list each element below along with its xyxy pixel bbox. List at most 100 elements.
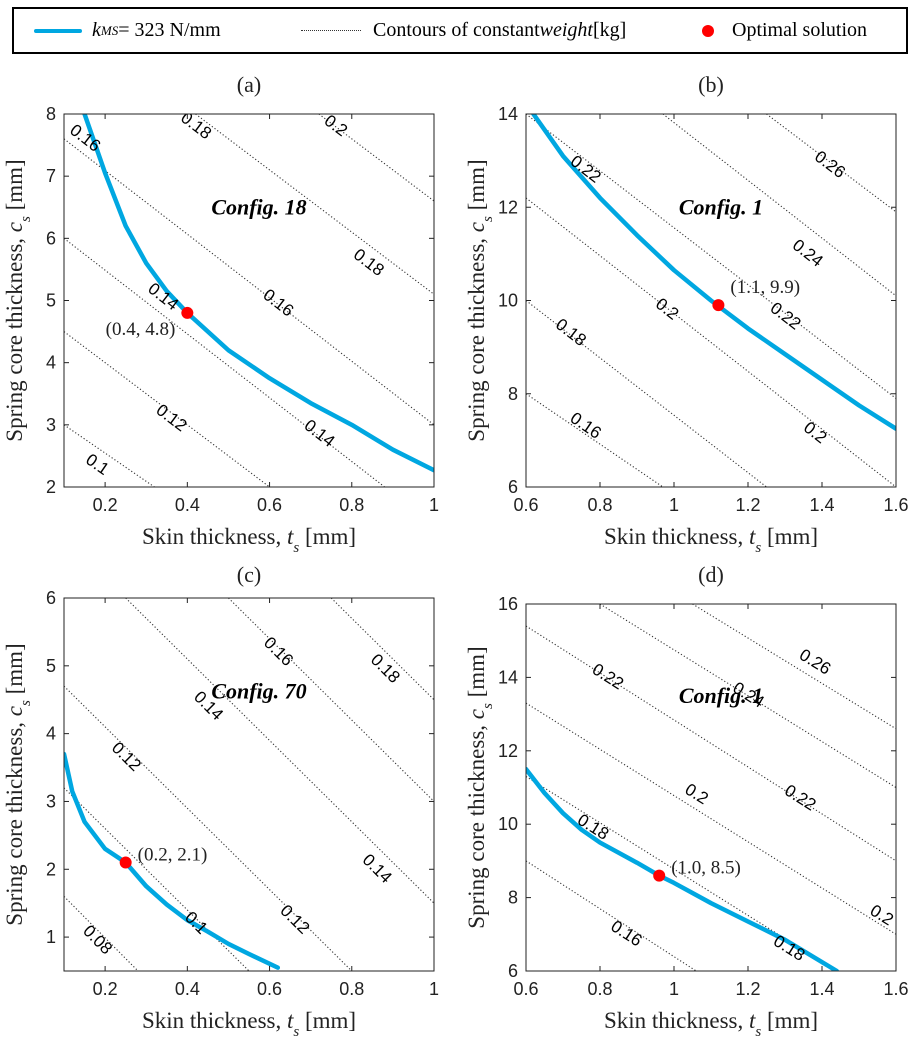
panel-a-title: (a) xyxy=(237,72,261,97)
panel-c-x-axis-label-unit: [mm] xyxy=(299,1008,356,1033)
panel-c-stiffness-curve xyxy=(64,751,281,970)
panel-d-x-tick-label: 1.6 xyxy=(883,979,908,999)
legend-k-subscript: MS xyxy=(100,22,119,38)
panel-b-optimal-point xyxy=(712,299,725,312)
panel-b-x-tick-label: 1.2 xyxy=(735,495,760,515)
panel-d-optimal-label: (1.0, 8.5) xyxy=(671,858,741,879)
panel-b-x-axis-label: Skin thickness, ts [mm] xyxy=(604,524,818,556)
panel-d-x-tick-label: 1.2 xyxy=(735,979,760,999)
panel-c-y-tick-label: 6 xyxy=(46,588,56,608)
panel-c-title: (c) xyxy=(237,562,261,587)
panel-c-x-tick-label: 0.6 xyxy=(257,979,282,999)
panel-b-x-tick-label: 0.6 xyxy=(513,495,538,515)
panel-b-y-axis-label-unit: [mm] xyxy=(464,159,489,216)
panel-c-x-axis-label-symbol: t xyxy=(287,1008,294,1033)
panel-a-y-tick-label: 7 xyxy=(46,166,56,186)
panel-d-x-axis-label-symbol: t xyxy=(749,1008,756,1033)
panel-a-y-axis-label-text: Spring core thickness, xyxy=(2,232,27,442)
panel-a-x-axis-label-symbol: t xyxy=(287,524,294,549)
panel-a-x-axis-label-text: Skin thickness, xyxy=(142,524,287,549)
panel-a-y-axis-label: Spring core thickness, cs [mm] xyxy=(2,159,34,441)
panel-d-x-axis-label: Skin thickness, ts [mm] xyxy=(604,1008,818,1040)
panel-a-y-tick-label: 6 xyxy=(46,228,56,248)
panel-b: (b)0.160.180.20.20.220.220.240.26Config.… xyxy=(464,72,909,556)
panel-d-x-axis-label-text: Skin thickness, xyxy=(604,1008,749,1033)
panel-c-y-axis-label-subscript: s xyxy=(18,700,34,706)
panel-c-y-axis-label-symbol: c xyxy=(2,706,27,716)
panel-a-contour-label: 0.16 xyxy=(259,285,297,320)
panel-a: (a)0.10.120.140.140.160.160.180.180.2Con… xyxy=(2,72,439,556)
panel-a-optimal-point xyxy=(181,306,194,319)
panel-d-config-label: Config. 1 xyxy=(679,683,763,708)
legend-k-symbol: k xyxy=(92,19,101,41)
panel-b-contour-label: 0.2 xyxy=(652,294,682,324)
panel-d-optimal-point xyxy=(653,869,666,882)
panel-c-x-axis-label: Skin thickness, ts [mm] xyxy=(142,1008,356,1040)
panel-b-y-axis-label-symbol: c xyxy=(464,222,489,232)
panel-c-optimal-point xyxy=(119,856,132,869)
panel-c-contour-line xyxy=(64,787,250,971)
panel-a-contour-label: 0.12 xyxy=(153,400,191,435)
legend-contours-italic: weight xyxy=(539,19,593,41)
panel-a-x-tick-label: 0.4 xyxy=(175,495,200,515)
panel-c-y-axis-label-text: Spring core thickness, xyxy=(2,716,27,926)
panel-c-contour-line xyxy=(228,598,434,802)
panel-b-contour-label: 0.22 xyxy=(767,298,805,333)
panel-c-contour-label: 0.12 xyxy=(276,901,313,938)
panel-c-x-axis-label-text: Skin thickness, xyxy=(142,1008,287,1033)
panel-d-title: (d) xyxy=(698,562,724,587)
panel-d-stiffness-curve xyxy=(526,766,840,971)
panel-a-y-tick-label: 8 xyxy=(46,104,56,124)
panel-b-contour-label: 0.18 xyxy=(552,315,590,350)
panel-c-x-axis-label-subscript: s xyxy=(293,1024,299,1040)
panel-a-x-tick-label: 1 xyxy=(429,495,439,515)
legend: k MS = 323 N/mm Contours of constant weig… xyxy=(12,7,908,54)
panel-d-x-tick-label: 0.8 xyxy=(587,979,612,999)
panel-d-plot-area: 0.160.180.180.20.20.220.220.240.26Config… xyxy=(526,604,897,971)
panel-c-contour-line xyxy=(330,598,434,701)
panel-d-contour-label: 0.2 xyxy=(682,780,712,809)
panel-a-contour-line xyxy=(64,237,386,487)
legend-optimal-text: Optimal solution xyxy=(732,19,867,41)
panel-b-y-axis-label-text: Spring core thickness, xyxy=(464,232,489,442)
legend-contours-text: Contours of constant xyxy=(373,19,540,41)
panel-b-x-tick-label: 1 xyxy=(669,495,679,515)
legend-item-optimal: Optimal solution xyxy=(702,9,867,52)
panel-b-contour-label: 0.2 xyxy=(800,418,830,448)
panel-a-x-tick-label: 0.2 xyxy=(93,495,118,515)
panel-a-contour-line xyxy=(318,114,434,202)
panel-d-contour-line xyxy=(526,702,896,935)
panel-a-optimal-label: (0.4, 4.8) xyxy=(106,319,176,340)
panel-a-axes-box xyxy=(63,113,435,488)
panel-a-y-tick-label: 4 xyxy=(46,353,56,373)
legend-optimal-marker xyxy=(702,24,714,37)
panel-b-x-axis-label-subscript: s xyxy=(755,540,761,556)
panel-b-y-axis-label-subscript: s xyxy=(480,216,496,222)
panel-c-y-tick-label: 5 xyxy=(46,656,56,676)
panel-d-y-axis-label: Spring core thickness, cs [mm] xyxy=(464,646,496,928)
panel-d: (d)0.160.180.180.20.20.220.220.240.26Con… xyxy=(464,562,909,1040)
panel-a-contour-line xyxy=(64,331,270,487)
panel-a-contour-line xyxy=(195,114,434,295)
legend-contours-unit: [kg] xyxy=(593,19,627,41)
panel-d-y-tick-label: 16 xyxy=(498,594,518,614)
panel-a-x-axis-label-unit: [mm] xyxy=(299,524,356,549)
panel-b-x-tick-label: 1.4 xyxy=(809,495,834,515)
panel-c-contour-line xyxy=(64,896,139,971)
panel-b-y-tick-label: 6 xyxy=(508,477,518,497)
panel-d-y-tick-label: 14 xyxy=(498,667,518,687)
panel-a-x-tick-label: 0.8 xyxy=(339,495,364,515)
panel-a-contour-label: 0.2 xyxy=(321,111,351,140)
panel-a-contour-line xyxy=(64,424,155,487)
panel-d-x-axis-label-unit: [mm] xyxy=(761,1008,818,1033)
panel-a-contour-label: 0.14 xyxy=(301,416,339,451)
panel-a-contour-label: 0.14 xyxy=(144,279,182,314)
panel-d-contour-label: 0.2 xyxy=(867,901,897,930)
panel-b-y-tick-label: 12 xyxy=(498,197,518,217)
panel-b-contour-line xyxy=(526,197,896,487)
panel-c-x-tick-label: 1 xyxy=(429,979,439,999)
panel-b-x-axis-label-text: Skin thickness, xyxy=(604,524,749,549)
panel-a-x-axis-label-subscript: s xyxy=(293,540,299,556)
